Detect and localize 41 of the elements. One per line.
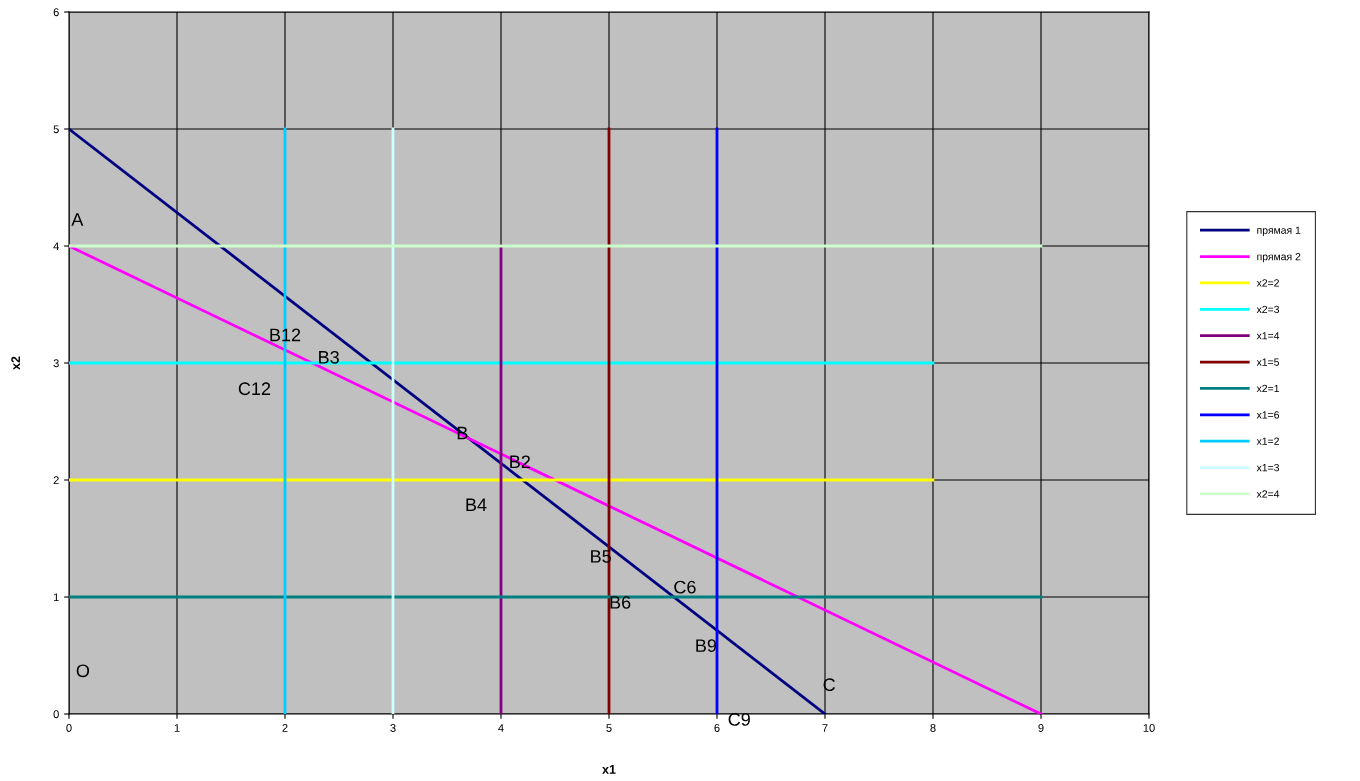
legend-label: x2=1 (1256, 384, 1279, 393)
annotation: B3 (319, 350, 339, 364)
x-tick-label: 3 (390, 724, 396, 732)
y-tick-label: 1 (53, 593, 59, 602)
legend-label: прямая 1 (1257, 226, 1301, 236)
legend-label: x1=4 (1256, 332, 1280, 340)
x-tick-label: 0 (66, 724, 72, 732)
x-tick-label: 8 (930, 724, 936, 732)
legend-label: x1=2 (1256, 437, 1279, 445)
annotation: O (76, 664, 90, 678)
legend-label: x2=4 (1256, 490, 1280, 498)
legend-label: x2=3 (1256, 305, 1280, 314)
x-tick-label: 5 (606, 724, 612, 732)
annotation: B (457, 426, 468, 440)
annotation: C6 (674, 580, 696, 594)
x-tick-label: 1 (174, 724, 180, 732)
annotation: C12 (238, 382, 271, 396)
x-axis-title: x1 (602, 765, 616, 774)
annotation: B9 (696, 639, 717, 652)
x-tick-label: 2 (282, 724, 288, 732)
x-tick-label: 9 (1038, 724, 1044, 732)
annotation: A (71, 213, 84, 226)
x-tick-label: 7 (822, 724, 828, 732)
legend-label: прямая 2 (1257, 252, 1301, 263)
x-tick-label: 10 (1143, 724, 1155, 732)
y-tick-label: 3 (53, 359, 59, 368)
x-tick-label: 4 (498, 724, 504, 732)
annotation: C9 (728, 713, 750, 726)
y-tick-label: 6 (53, 8, 59, 17)
legend-label: x1=6 (1256, 411, 1280, 419)
legend-label: x1=5 (1256, 358, 1280, 366)
annotation: B6 (610, 596, 631, 609)
y-axis-title: x2 (11, 356, 20, 370)
y-tick-label: 0 (53, 710, 59, 719)
y-tick-label: 4 (53, 242, 59, 251)
legend-label: x1=3 (1256, 463, 1280, 472)
y-tick-label: 5 (53, 125, 59, 134)
x-tick-label: 6 (714, 724, 720, 732)
y-tick-label: 2 (53, 476, 59, 485)
annotation: B4 (466, 498, 487, 511)
legend-label: x2=2 (1256, 279, 1279, 287)
